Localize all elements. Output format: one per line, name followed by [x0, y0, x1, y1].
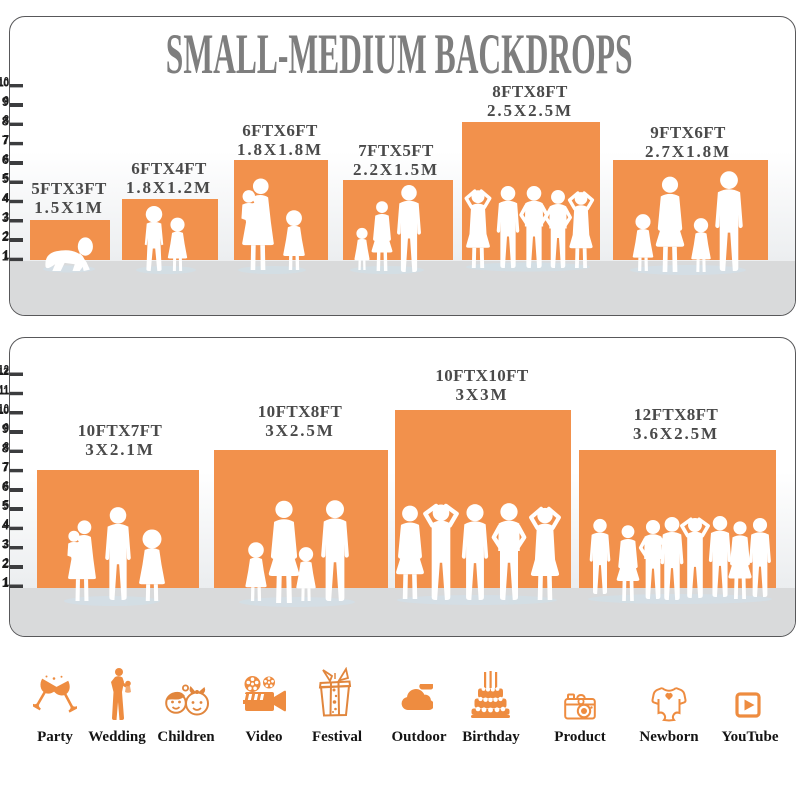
- svg-text:7: 7: [2, 461, 9, 475]
- svg-text:2: 2: [2, 557, 9, 571]
- svg-text:3: 3: [2, 211, 9, 225]
- svg-text:7: 7: [2, 134, 9, 148]
- svg-text:1: 1: [2, 576, 9, 590]
- svg-text:9: 9: [2, 422, 9, 436]
- svg-text:3: 3: [2, 538, 9, 552]
- svg-text:8: 8: [2, 114, 9, 128]
- svg-text:6: 6: [2, 153, 9, 167]
- svg-text:8: 8: [2, 441, 9, 455]
- svg-text:4: 4: [2, 518, 9, 532]
- svg-text:4: 4: [2, 192, 9, 206]
- svg-text:9: 9: [2, 95, 9, 109]
- svg-text:10: 10: [0, 405, 9, 417]
- svg-text:12: 12: [0, 366, 9, 378]
- svg-text:1: 1: [2, 249, 9, 263]
- svg-text:2: 2: [2, 230, 9, 244]
- svg-text:5: 5: [2, 172, 9, 186]
- svg-text:11: 11: [0, 386, 9, 398]
- svg-text:10: 10: [0, 78, 9, 90]
- svg-text:5: 5: [2, 499, 9, 513]
- svg-text:6: 6: [2, 480, 9, 494]
